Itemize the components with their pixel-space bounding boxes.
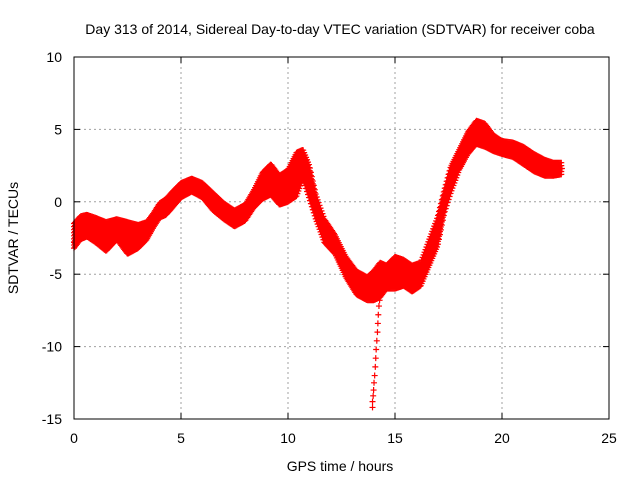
data-point — [311, 186, 318, 193]
data-point-spike — [372, 363, 379, 370]
y-tick-label: -10 — [42, 339, 62, 355]
data-point — [306, 165, 313, 172]
data-point-spike — [369, 398, 376, 405]
data-point — [318, 207, 325, 214]
data-point-spike — [369, 404, 376, 411]
chart-title: Day 313 of 2014, Sidereal Day-to-day VTE… — [85, 21, 595, 37]
data-point-spike — [373, 346, 380, 353]
plot-frame — [73, 56, 610, 420]
data-point-spike — [372, 355, 379, 362]
grid — [74, 57, 609, 419]
data-point-spike — [374, 320, 381, 327]
x-tick-label: 25 — [601, 430, 617, 446]
data-point — [312, 191, 319, 198]
data-point — [307, 169, 314, 176]
x-tick-label: 5 — [177, 430, 185, 446]
data-point — [319, 210, 326, 217]
x-tick-label: 0 — [70, 430, 78, 446]
data-point — [315, 199, 322, 206]
data-point — [314, 196, 321, 203]
x-tick-label: 20 — [494, 430, 510, 446]
x-tick-label: 15 — [387, 430, 403, 446]
data-point — [310, 182, 317, 189]
data-point-spike — [370, 392, 377, 399]
data-point-spike — [371, 372, 378, 379]
data-point-spike — [374, 329, 381, 336]
x-axis-label: GPS time / hours — [287, 458, 394, 474]
y-tick-label: -5 — [50, 266, 63, 282]
data-point — [313, 194, 320, 201]
data-point-spike — [375, 311, 382, 318]
data-point-spike — [371, 379, 378, 386]
x-tick-label: 10 — [280, 430, 296, 446]
data-point — [317, 205, 324, 212]
data-point-spike — [370, 387, 377, 394]
y-tick-label: 10 — [46, 49, 62, 65]
data-point-spike — [373, 337, 380, 344]
data-point — [308, 173, 315, 180]
data-point — [320, 213, 327, 220]
y-tick-label: 0 — [54, 194, 62, 210]
data-point-spike — [375, 303, 382, 310]
data-point — [309, 178, 316, 185]
y-tick-label: 5 — [54, 121, 62, 137]
data-series-sdtvar — [71, 117, 565, 411]
data-point — [316, 202, 323, 209]
y-tick-label: -15 — [42, 411, 62, 427]
y-axis-label: SDTVAR / TECUs — [5, 182, 21, 294]
data-point — [305, 161, 312, 168]
